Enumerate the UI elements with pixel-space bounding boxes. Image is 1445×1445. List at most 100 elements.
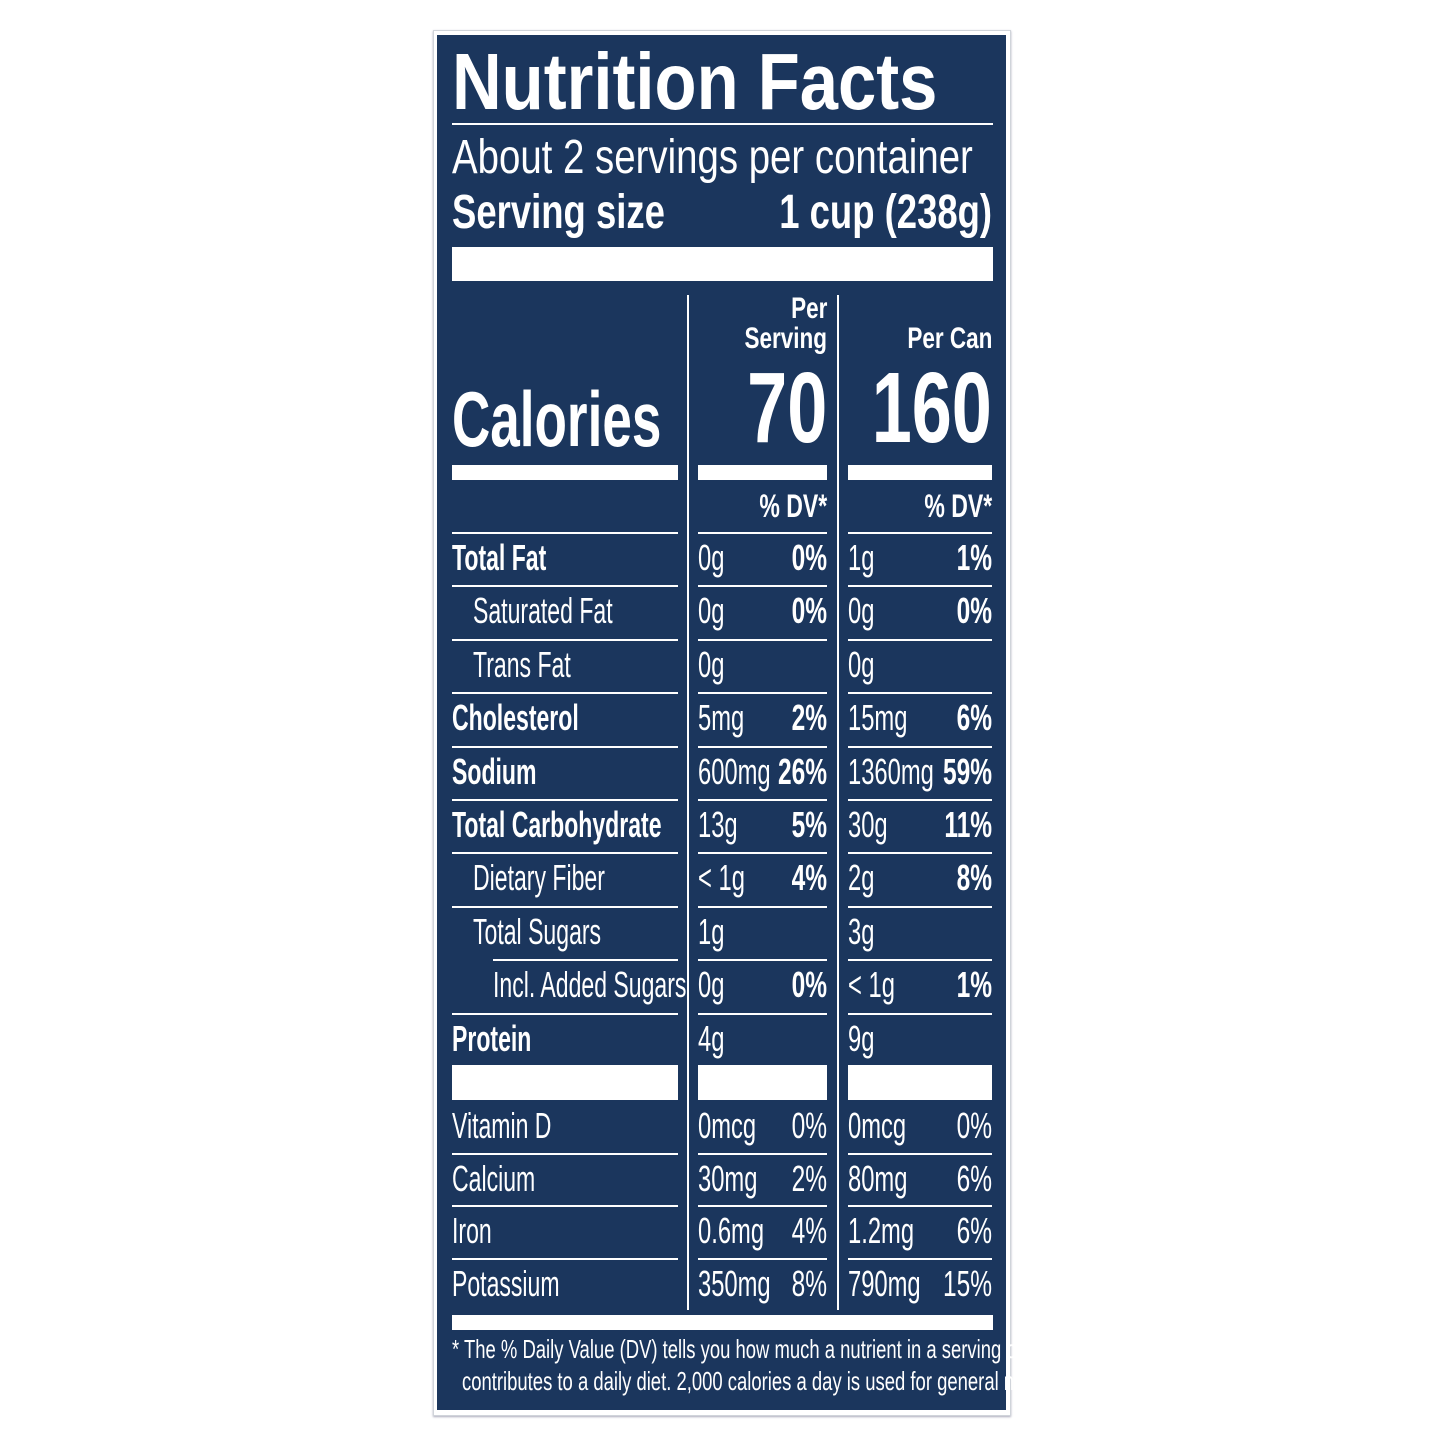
row-divider xyxy=(848,585,992,588)
per-serving-dv: 0% xyxy=(791,537,827,578)
footnote: contributes to a daily diet. 2,000 calor… xyxy=(462,1366,1134,1396)
row-divider xyxy=(848,1012,992,1015)
vitamin-label: Calcium xyxy=(452,1157,536,1199)
row-divider xyxy=(452,585,678,588)
per-can-amount: 2g xyxy=(848,857,875,899)
row-divider xyxy=(698,1205,827,1207)
nutrient-label: Protein xyxy=(452,1017,532,1059)
row-divider xyxy=(698,638,827,641)
per-can-dv: 6% xyxy=(956,697,992,739)
per-can-dv: 11% xyxy=(944,804,992,845)
row-divider xyxy=(493,959,678,962)
serving-size-value: 1 cup (238g) xyxy=(779,186,992,239)
row-divider xyxy=(698,1152,827,1155)
per-serving-amount: 0.6mg xyxy=(698,1210,765,1251)
per-can-dv: 1% xyxy=(956,964,992,1006)
nutrient-label: Total Fat xyxy=(452,537,547,578)
per-serving-amount: 4g xyxy=(698,1017,725,1059)
row-divider xyxy=(452,532,678,534)
per-can-amount: 0g xyxy=(848,643,875,685)
row-divider xyxy=(698,692,827,695)
per-serving-amount: 350mg xyxy=(698,1262,771,1304)
per-serving-header: Per xyxy=(790,292,827,325)
per-can-amount: < 1g xyxy=(848,964,895,1006)
per-can-amount: 1.2mg xyxy=(848,1210,915,1251)
vitamin-label: Potassium xyxy=(452,1262,560,1304)
row-divider xyxy=(848,1205,992,1207)
dv-header-can: % DV* xyxy=(924,488,992,524)
row-divider xyxy=(848,692,992,695)
per-serving-amount: 30mg xyxy=(698,1157,758,1199)
row-divider xyxy=(698,745,827,748)
row-divider xyxy=(848,638,992,641)
medium-bar xyxy=(698,465,827,480)
row-divider xyxy=(848,745,992,748)
row-divider xyxy=(848,905,992,908)
nutrient-label: Dietary Fiber xyxy=(473,857,605,899)
row-divider xyxy=(848,1152,992,1155)
medium-bar xyxy=(848,465,992,480)
nutrient-label: Incl. Added Sugars xyxy=(493,964,687,1006)
divider xyxy=(452,123,993,125)
per-serving-dv: 0% xyxy=(791,590,827,632)
row-divider xyxy=(452,1257,678,1260)
thick-bar xyxy=(452,1065,678,1100)
row-divider xyxy=(698,585,827,588)
row-divider xyxy=(452,799,678,801)
row-divider xyxy=(698,959,827,962)
calories-per-serving: 70 xyxy=(746,352,827,464)
row-divider xyxy=(452,745,678,748)
dv-header-serving: % DV* xyxy=(759,488,827,524)
per-can-dv: 15% xyxy=(942,1262,992,1304)
per-can-dv: 1% xyxy=(956,537,992,578)
per-can-amount: 1g xyxy=(848,537,875,578)
per-can-dv: 0% xyxy=(956,590,992,632)
vitamin-label: Vitamin D xyxy=(452,1105,552,1146)
per-serving-dv: 0% xyxy=(791,1105,827,1146)
per-serving-dv: 8% xyxy=(791,1262,827,1304)
nutrient-label: Total Carbohydrate xyxy=(452,804,662,845)
medium-bar xyxy=(452,1315,993,1330)
row-divider xyxy=(848,1257,992,1260)
title: Nutrition Facts xyxy=(452,37,938,126)
row-divider xyxy=(452,1205,678,1207)
per-serving-amount: 0g xyxy=(698,590,725,632)
per-serving-amount: 600mg xyxy=(698,750,771,792)
per-serving-dv: 2% xyxy=(791,1157,827,1199)
row-divider xyxy=(452,692,678,695)
nutrient-label: Saturated Fat xyxy=(473,590,613,632)
row-divider xyxy=(698,1012,827,1015)
row-divider xyxy=(452,638,678,641)
row-divider xyxy=(698,852,827,855)
medium-bar xyxy=(452,465,678,480)
footnote: * The % Daily Value (DV) tells you how m… xyxy=(452,1334,1063,1364)
row-divider xyxy=(848,532,992,534)
per-serving-amount: 0g xyxy=(698,964,725,1006)
per-serving-dv: 0% xyxy=(791,964,827,1006)
per-can-amount: 80mg xyxy=(848,1157,908,1199)
thick-bar xyxy=(848,1065,992,1100)
per-serving-amount: 5mg xyxy=(698,697,745,739)
nutrient-label: Total Sugars xyxy=(473,910,602,952)
per-serving-amount: 0g xyxy=(698,643,725,685)
nutrient-label: Sodium xyxy=(452,750,537,792)
per-serving-amount: < 1g xyxy=(698,857,745,899)
row-divider xyxy=(452,905,678,908)
per-serving-dv: 5% xyxy=(791,804,827,845)
per-can-dv: 59% xyxy=(942,750,992,792)
thick-bar xyxy=(452,247,993,281)
row-divider xyxy=(848,799,992,801)
per-serving-dv: 2% xyxy=(791,697,827,739)
calories-label: Calories xyxy=(452,375,662,463)
per-can-amount: 790mg xyxy=(848,1262,921,1304)
per-can-header: Per Can xyxy=(906,322,992,355)
serving-size-label: Serving size xyxy=(452,186,665,239)
column-divider xyxy=(687,295,689,1310)
per-serving-header: Serving xyxy=(744,322,827,355)
per-can-amount: 3g xyxy=(848,910,875,952)
nutrient-label: Trans Fat xyxy=(473,643,571,685)
per-serving-amount: 1g xyxy=(698,910,725,952)
label-border xyxy=(433,30,1011,1416)
servings-per-container: About 2 servings per container xyxy=(452,131,973,184)
per-can-dv: 6% xyxy=(956,1157,992,1199)
